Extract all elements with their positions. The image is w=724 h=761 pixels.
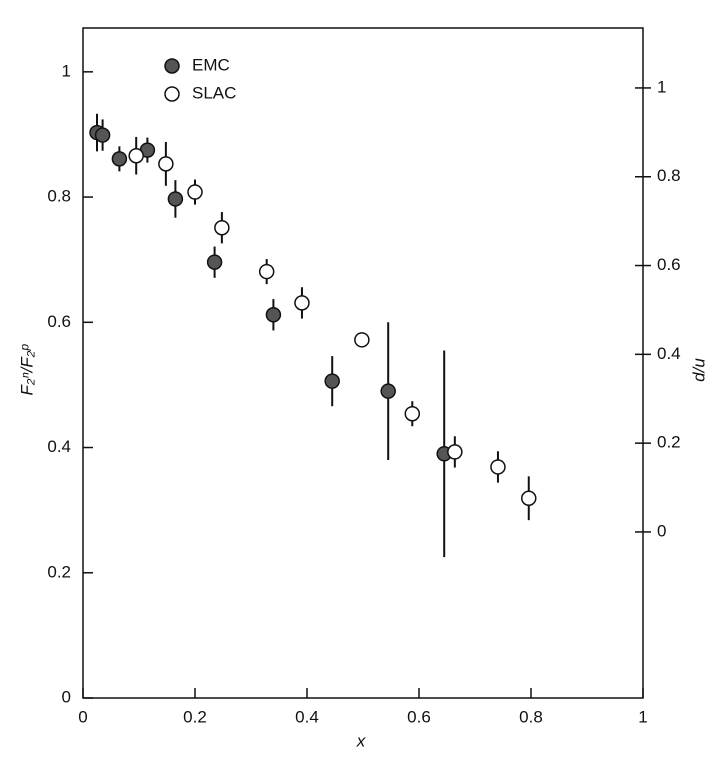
legend-label: SLAC [192,83,236,102]
x-axis-label: x [356,731,366,750]
y-tick-label: 0.6 [47,312,71,331]
legend-marker [164,58,180,74]
y-tick-label: 0.2 [47,562,71,581]
marker [111,151,128,167]
y-tick-label: 0 [62,687,71,706]
marker [128,147,144,164]
x-tick-label: 0.8 [519,707,543,726]
y-tick-label: 1 [62,61,71,80]
x-tick-label: 1 [638,707,647,726]
marker [490,459,506,475]
marker [380,383,396,399]
y2-tick-label: 0.2 [657,433,681,452]
marker [354,332,370,348]
marker [167,191,184,207]
y-tick-label: 0.8 [47,187,71,206]
marker [265,307,282,323]
legend-label: EMC [192,55,230,74]
y2-tick-label: 1 [657,77,666,96]
y2-tick-label: 0.4 [657,344,681,363]
x-tick-label: 0.6 [407,707,431,726]
marker [294,295,310,311]
marker [187,184,203,200]
y2-axis-label: d/u [689,358,708,382]
y-tick-label: 0.4 [47,437,71,456]
x-tick-label: 0.4 [295,707,319,726]
y2-tick-label: 0 [657,521,666,540]
plot-frame [82,27,644,699]
y2-tick-label: 0.8 [657,166,681,185]
x-tick-label: 0 [78,707,87,726]
y-axis-label: F₂ⁿ/F₂ᵖ [17,344,36,396]
marker [324,373,340,389]
marker [404,405,421,422]
marker [206,254,223,270]
y2-tick-label: 0.6 [657,255,681,274]
legend-marker [164,86,180,102]
marker [258,263,275,280]
marker [447,444,463,460]
marker [521,490,537,507]
marker [158,156,174,172]
marker [94,127,111,143]
marker [214,219,230,236]
x-tick-label: 0.2 [183,707,207,726]
